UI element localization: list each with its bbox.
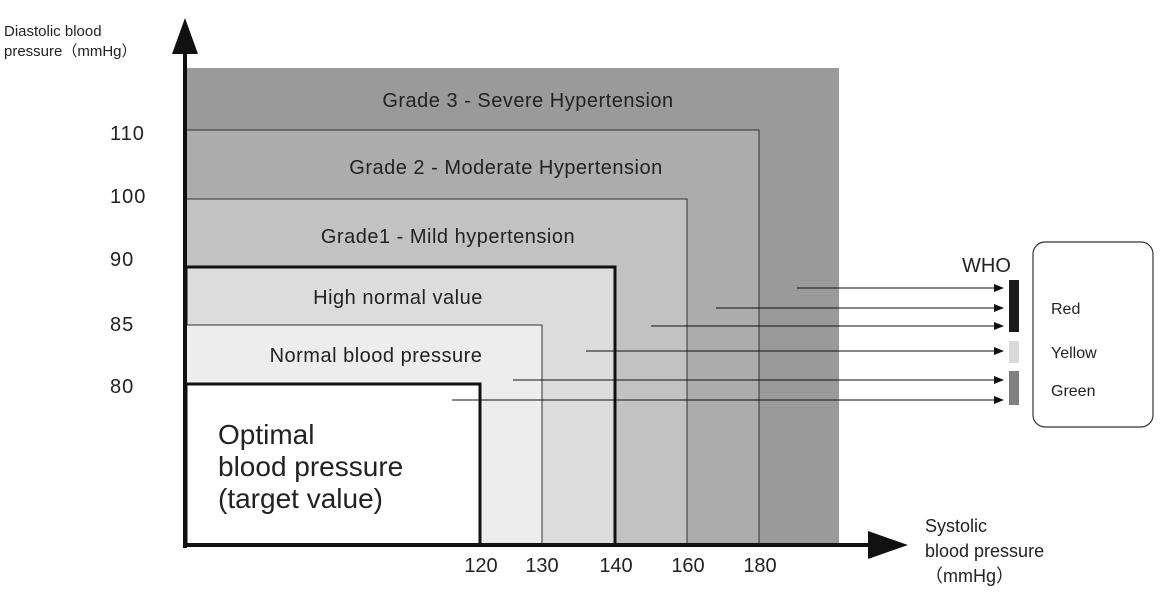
legend-red-label: Red xyxy=(1051,301,1080,318)
indicator-red-bar xyxy=(1009,280,1019,332)
legend-green-label: Green xyxy=(1051,383,1095,400)
x-tick-label: 140 xyxy=(599,555,632,577)
y-tick-label: 100 xyxy=(110,186,146,208)
indicator-green-bar xyxy=(1009,371,1019,405)
legend-yellow-label: Yellow xyxy=(1051,345,1097,362)
zone-optimal-label-line2: blood pressure xyxy=(218,451,403,482)
zone-normal-label: Normal blood pressure xyxy=(270,345,483,367)
zone-grade3-label: Grade 3 - Severe Hypertension xyxy=(382,90,673,112)
who-title: WHO xyxy=(962,255,1011,277)
x-axis-arrowhead xyxy=(868,531,908,559)
x-axis-label-line1: Systolic xyxy=(925,516,987,536)
zone-optimal-label-line1: Optimal xyxy=(218,419,314,450)
y-axis-arrowhead xyxy=(172,18,198,54)
y-axis-label-line2: pressure（mmHg） xyxy=(4,43,137,60)
zone-grade2-label: Grade 2 - Moderate Hypertension xyxy=(349,157,662,179)
x-tick-label: 180 xyxy=(743,555,776,577)
y-tick-label: 90 xyxy=(110,249,134,271)
x-tick-label: 160 xyxy=(671,555,704,577)
zone-grade1-label: Grade1 - Mild hypertension xyxy=(321,226,575,248)
y-axis-label-line1: Diastolic blood xyxy=(4,23,102,40)
y-tick-label: 85 xyxy=(110,314,134,336)
y-tick-label: 110 xyxy=(110,123,145,145)
x-tick-label: 120 xyxy=(464,555,497,577)
indicator-yellow-bar xyxy=(1009,341,1019,363)
zone-optimal-label-line3: (target value) xyxy=(218,483,383,514)
who-legend-box xyxy=(1032,241,1154,428)
zone-high-normal-label: High normal value xyxy=(313,287,483,309)
x-axis-label-line3: （mmHg） xyxy=(925,566,1014,586)
y-tick-label: 80 xyxy=(110,376,134,398)
x-axis-label-line2: blood pressure xyxy=(925,541,1044,561)
x-tick-label: 130 xyxy=(525,555,558,577)
